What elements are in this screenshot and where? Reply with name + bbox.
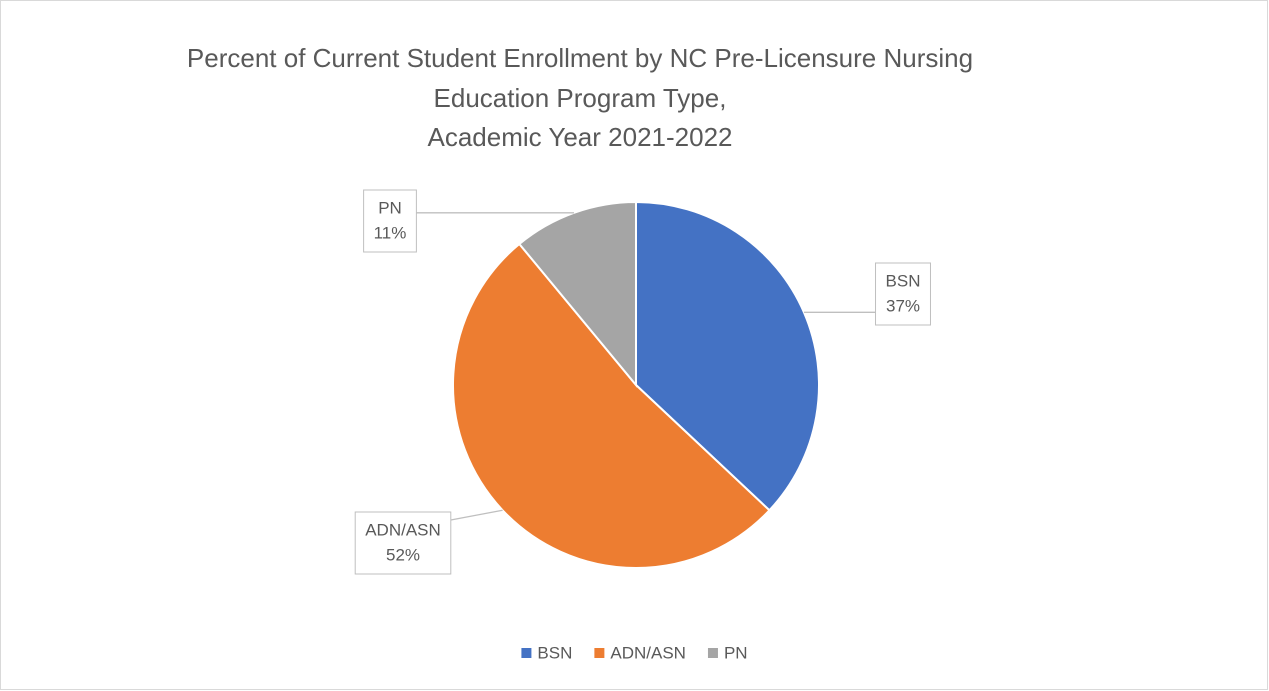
chart-title: Education Program Type, — [434, 83, 727, 113]
data-label-category: BSN — [886, 271, 921, 290]
data-label-category: PN — [378, 198, 402, 217]
legend-swatch — [594, 648, 605, 658]
legend-label: ADN/ASN — [610, 643, 686, 662]
legend-swatch — [707, 648, 718, 658]
data-label: ADN/ASN 52% — [354, 511, 452, 575]
data-label-category: ADN/ASN — [365, 520, 441, 539]
data-label-box — [354, 511, 452, 575]
data-label-value: 52% — [386, 545, 420, 564]
pie-slice — [452, 242, 771, 569]
legend: BSN ADN/ASN PN — [521, 643, 748, 662]
data-label-value: 11% — [374, 223, 407, 242]
chart-title: Academic Year 2021-2022 — [427, 122, 732, 152]
leader-line — [450, 509, 503, 521]
chart-title: Percent of Current Student Enrollment by… — [187, 43, 973, 73]
data-label-box — [363, 189, 417, 253]
data-label: BSN 37% — [875, 262, 931, 326]
data-label-box — [875, 262, 931, 326]
data-label: PN 11% — [363, 189, 417, 253]
legend-swatch — [521, 648, 532, 658]
pie-slice — [635, 200, 820, 512]
legend-label: BSN — [537, 643, 572, 662]
data-label-value: 37% — [886, 296, 920, 315]
legend-label: PN — [724, 643, 748, 662]
